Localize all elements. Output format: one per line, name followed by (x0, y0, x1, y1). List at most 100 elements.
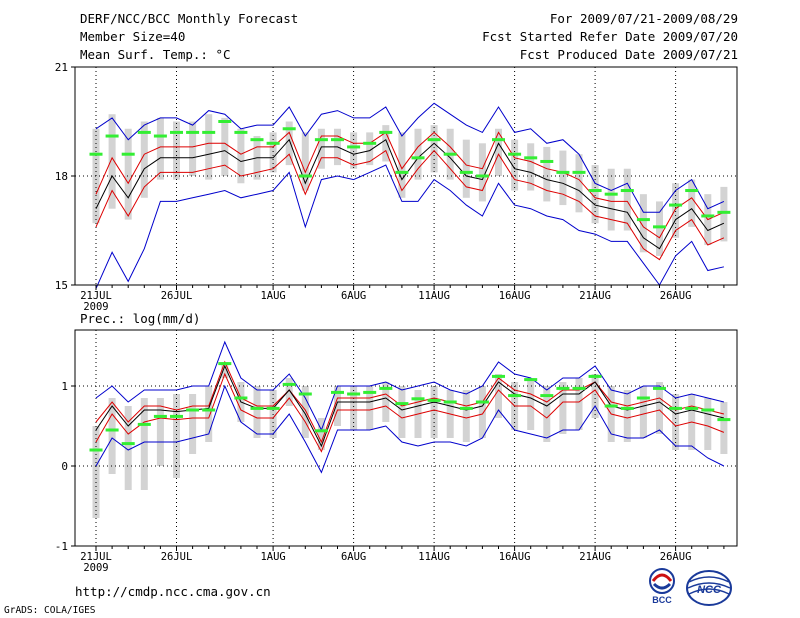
spread-box (140, 121, 148, 198)
spread-box (623, 168, 631, 231)
spread-box (173, 394, 180, 478)
median-marker (669, 203, 683, 207)
spread-box (527, 143, 535, 191)
median-marker (314, 429, 328, 433)
median-marker (266, 141, 280, 145)
median-marker (669, 406, 683, 410)
median-marker (363, 141, 377, 145)
median-marker (121, 152, 135, 156)
series-line-mean (95, 364, 725, 448)
series-line-inner-high (95, 360, 725, 444)
median-marker (137, 130, 151, 134)
x-tick-label: 11AUG (418, 551, 450, 563)
x-tick-label: 1AUG (260, 551, 285, 563)
median-marker (427, 138, 441, 142)
median-marker (492, 138, 505, 142)
spread-box (414, 128, 422, 180)
spread-box (269, 132, 277, 173)
x-tick-label: 26JUL (161, 290, 193, 302)
median-marker (604, 192, 618, 196)
chart-title: DERF/NCC/BCC Monthly Forecast (80, 11, 299, 26)
panel1-title: Mean Surf. Temp.: °C (80, 47, 231, 62)
bcc-logo-text: BCC (652, 595, 672, 605)
series-line-outer-high (95, 102, 725, 213)
spread-box (720, 186, 728, 242)
median-marker (202, 130, 216, 134)
spread-box (639, 194, 647, 253)
bcc-logo: BCC (640, 566, 684, 606)
median-marker (379, 130, 393, 134)
series-line-outer-low (95, 384, 725, 474)
median-marker (121, 442, 135, 446)
spread-box (124, 128, 132, 220)
spread-box (317, 128, 325, 169)
median-marker (508, 394, 522, 398)
median-marker (620, 406, 634, 410)
spread-box (350, 386, 358, 430)
median-marker (717, 210, 731, 214)
refer-date: Fcst Started Refer Date 2009/07/20 (482, 29, 738, 44)
x-tick-label: 1AUG (260, 290, 285, 302)
x-tick-label: 21AUG (579, 290, 611, 302)
median-marker (540, 394, 554, 398)
spread-box (720, 402, 728, 454)
median-marker (218, 362, 232, 366)
spread-box (156, 398, 164, 466)
median-marker (653, 386, 666, 390)
spread-box (591, 165, 599, 224)
median-marker (588, 374, 602, 378)
spread-box (704, 398, 712, 450)
median-marker (459, 406, 473, 410)
median-marker (347, 145, 361, 149)
spread-box (656, 382, 663, 434)
spread-box (221, 362, 229, 378)
median-marker (701, 214, 715, 218)
spread-box (140, 398, 148, 490)
spread-box (189, 394, 197, 454)
series-line-mean (95, 138, 725, 250)
grads-credit: GrADS: COLA/IGES (4, 605, 96, 616)
spread-box (398, 386, 406, 438)
median-marker (89, 152, 103, 156)
median-marker (331, 390, 344, 394)
x-tick-label: 26AUG (660, 290, 692, 302)
spread-box (511, 139, 519, 191)
median-marker (475, 174, 489, 178)
y-tick-label: 15 (55, 279, 68, 292)
series-line-outer-low (95, 164, 725, 289)
median-marker (556, 386, 570, 390)
median-marker (137, 422, 151, 426)
spread-box (623, 390, 631, 442)
spread-box (108, 114, 116, 209)
spread-box (559, 150, 567, 206)
y-tick-label: -1 (55, 540, 68, 553)
spread-box (430, 386, 438, 438)
spread-box (543, 386, 551, 442)
median-marker (620, 189, 634, 193)
median-marker (282, 127, 296, 131)
source-url[interactable]: http://cmdp.ncc.cma.gov.cn (75, 584, 271, 599)
spread-box (156, 117, 164, 180)
spread-box (639, 386, 647, 438)
ncc-logo-text: NCC (697, 584, 722, 596)
median-marker (170, 414, 183, 418)
spread-box (575, 154, 583, 213)
median-marker (427, 398, 441, 402)
median-marker (298, 392, 312, 396)
median-marker (234, 130, 248, 134)
series-line-inner-low (95, 372, 725, 453)
median-marker (153, 414, 167, 418)
spread-box (285, 378, 293, 406)
spread-box (301, 132, 309, 191)
spread-box (543, 146, 551, 202)
panel-1: 15 18 21 21JUL 26JUL 1AUG 6AUG 11AUG 16AUG 21AUG 2… (55, 61, 738, 313)
median-marker (186, 130, 200, 134)
x-tick-label: 26AUG (660, 551, 692, 563)
spread-box (382, 125, 390, 162)
spread-box (253, 386, 261, 438)
spread-box (478, 143, 486, 202)
median-marker (508, 152, 522, 156)
spread-box (656, 201, 663, 256)
spread-box (317, 418, 325, 450)
median-marker (556, 170, 570, 174)
